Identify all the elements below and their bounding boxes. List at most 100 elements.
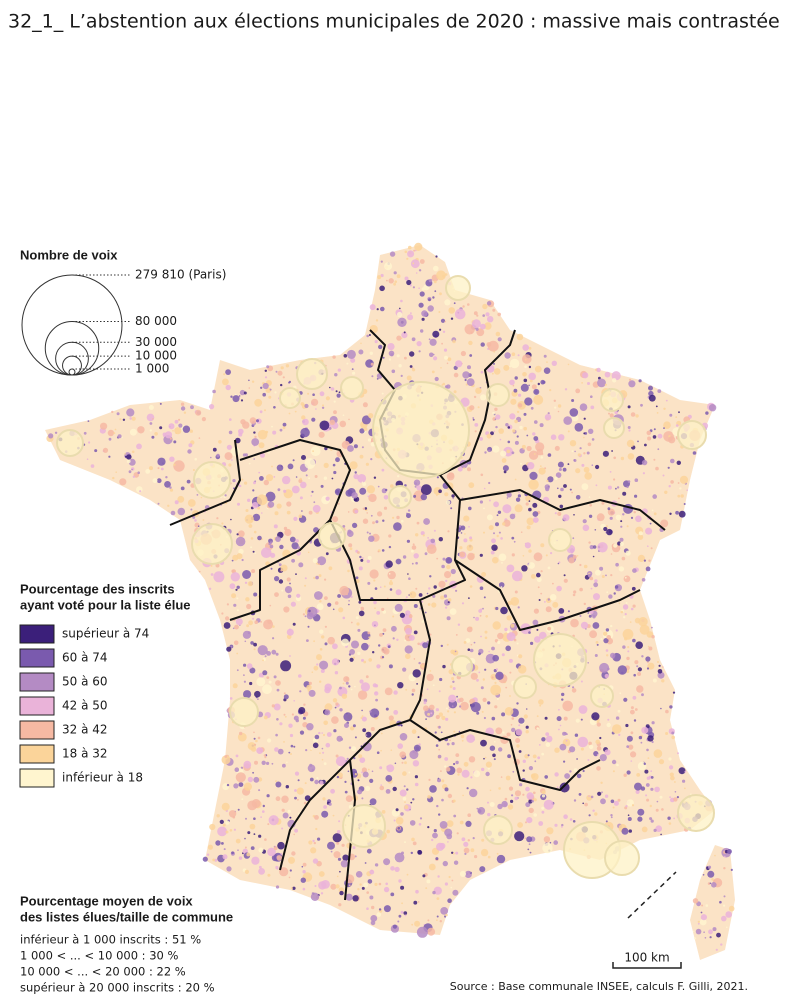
commune-dot [528, 631, 531, 634]
commune-dot [475, 387, 482, 394]
commune-dot [260, 621, 262, 623]
commune-dot [388, 350, 395, 357]
commune-dot [623, 697, 628, 702]
commune-dot [712, 927, 717, 932]
commune-dot [445, 579, 448, 583]
commune-dot [661, 679, 665, 683]
commune-dot [374, 624, 376, 627]
commune-dot [257, 429, 268, 440]
commune-dot [499, 438, 502, 441]
commune-dot [528, 843, 531, 846]
commune-dot [541, 810, 545, 814]
commune-dot [253, 731, 255, 734]
commune-dot [361, 481, 364, 484]
commune-dot [400, 299, 403, 303]
commune-dot [353, 444, 358, 449]
commune-dot [412, 798, 415, 801]
commune-dot [280, 383, 283, 387]
commune-dot [522, 354, 532, 364]
commune-dot [632, 568, 637, 573]
commune-dot [485, 761, 492, 768]
commune-dot [408, 577, 411, 580]
commune-dot [494, 705, 498, 709]
commune-dot [291, 485, 300, 494]
commune-dot [557, 487, 559, 490]
commune-dot [487, 316, 494, 323]
commune-dot [221, 802, 230, 811]
commune-dot [422, 874, 426, 878]
commune-dot [224, 494, 227, 497]
commune-dot [669, 765, 674, 770]
commune-dot [226, 646, 232, 652]
commune-dot [232, 479, 236, 483]
commune-dot [359, 883, 362, 886]
legend-color-title: ayant voté pour la liste élue [20, 597, 191, 612]
commune-dot [429, 785, 437, 793]
commune-dot [299, 496, 303, 500]
commune-dot [345, 677, 349, 681]
commune-dot [482, 303, 488, 310]
commune-dot [453, 762, 456, 766]
commune-dot [606, 528, 613, 536]
commune-dot [651, 721, 655, 725]
commune-dot [279, 544, 284, 550]
commune-dot [361, 642, 369, 651]
commune-dot [421, 664, 425, 668]
commune-dot [583, 564, 588, 569]
commune-dot [412, 543, 415, 546]
commune-dot [229, 418, 232, 421]
commune-dot [361, 886, 365, 890]
commune-dot [232, 683, 238, 689]
commune-dot [378, 882, 382, 886]
size-circle [44, 321, 100, 376]
city-circle [483, 815, 513, 845]
commune-dot [564, 773, 570, 779]
commune-dot [173, 440, 177, 444]
commune-dot [358, 754, 363, 759]
commune-dot [574, 450, 576, 453]
commune-dot [527, 848, 530, 851]
commune-dot [618, 548, 621, 550]
commune-dot [647, 645, 650, 648]
commune-dot [579, 615, 582, 617]
commune-dot [721, 915, 727, 922]
commune-dot [480, 370, 484, 374]
commune-dot [302, 418, 309, 426]
commune-dot [493, 758, 496, 761]
commune-dot [292, 886, 296, 890]
commune-dot [343, 712, 353, 722]
commune-dot [309, 763, 313, 767]
commune-dot [547, 598, 550, 601]
commune-dot [528, 807, 534, 814]
commune-dot [487, 340, 499, 352]
commune-dot [327, 636, 336, 645]
commune-dot [516, 642, 519, 645]
commune-dot [472, 837, 475, 840]
commune-dot [281, 808, 285, 812]
commune-dot [423, 518, 430, 525]
commune-dot [526, 792, 534, 800]
commune-dot [343, 354, 348, 358]
commune-dot [363, 427, 368, 431]
commune-dot [618, 566, 625, 572]
commune-dot [480, 686, 484, 690]
commune-dot [190, 405, 194, 410]
commune-dot [491, 538, 496, 544]
commune-dot [639, 624, 650, 635]
commune-dot [528, 346, 532, 350]
commune-dot [615, 562, 619, 567]
commune-dot [480, 342, 485, 347]
size-label: 279 810 (Paris) [135, 268, 226, 282]
commune-dot [347, 511, 350, 513]
commune-dot [331, 716, 339, 724]
commune-dot [654, 786, 660, 793]
commune-dot [360, 682, 370, 692]
commune-dot [275, 370, 278, 373]
commune-dot [549, 389, 552, 392]
commune-dot [315, 827, 318, 831]
commune-dot [457, 623, 461, 626]
commune-dot [509, 695, 511, 697]
commune-dot [369, 304, 376, 311]
commune-dot [206, 853, 210, 856]
